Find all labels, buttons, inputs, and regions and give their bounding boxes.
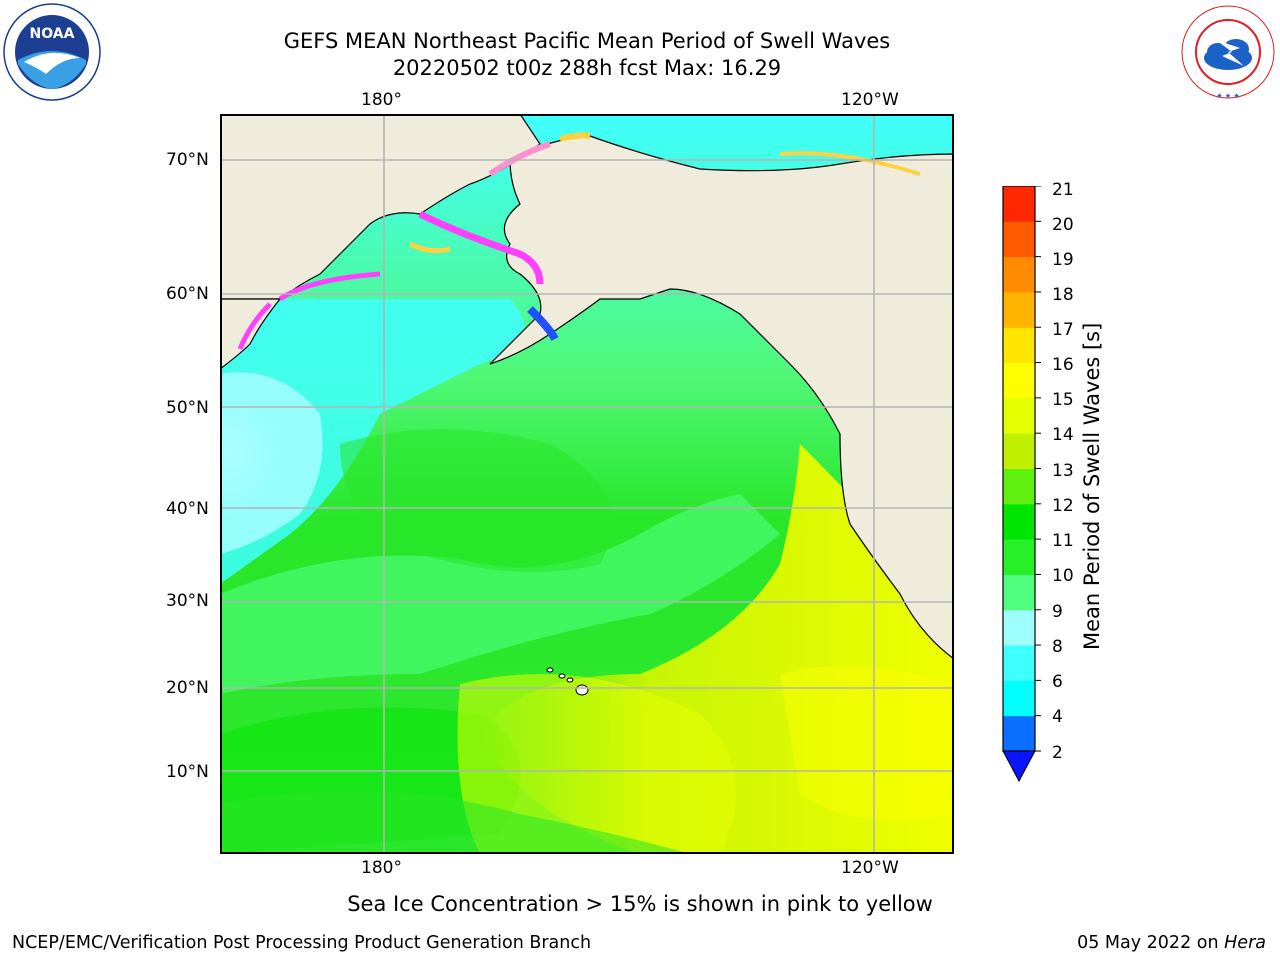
colorbar-segment [1003, 715, 1035, 752]
colorbar-segment [1003, 327, 1035, 364]
chart-title: GEFS MEAN Northeast Pacific Mean Period … [283, 29, 891, 53]
footer-date: 05 May 2022 on Hera [1077, 932, 1266, 954]
lat-label-50n: 50°N [166, 398, 209, 418]
sea-ice-bering [418, 210, 544, 285]
colorbar-label: Mean Period of Swell Waves [s] [1080, 322, 1104, 650]
colorbar-tick: 18 [1052, 285, 1074, 305]
footer-machine: Hera [1224, 933, 1266, 953]
footer-credit: NCEP/EMC/Verification Post Processing Pr… [12, 933, 592, 953]
colorbar-tick: 4 [1052, 707, 1063, 727]
land-north-america [489, 135, 955, 661]
colorbar-segment [1003, 362, 1035, 399]
colorbar-segment [1003, 256, 1035, 293]
colorbar-tick: 10 [1052, 566, 1074, 586]
colorbar-tick: 17 [1052, 320, 1074, 340]
colorbar-segment [1003, 221, 1035, 258]
colorbar-tick: 6 [1052, 672, 1063, 692]
chart-subtitle: 20220502 t00z 288h fcst Max: 16.29 [392, 56, 782, 80]
colorbar-segment [1003, 680, 1035, 717]
colorbar-segment [1003, 539, 1035, 575]
colorbar-tick: 13 [1052, 461, 1074, 481]
colorbar-segment [1003, 574, 1035, 611]
colorbar-tick: 12 [1052, 496, 1074, 516]
noaa-logo-text: NOAA [30, 26, 75, 42]
sea-ice-arctic [488, 141, 551, 177]
colorbar [1000, 185, 1060, 786]
map-panel [219, 113, 955, 854]
colorbar-segment [1003, 645, 1035, 681]
lon-label-top-120w: 120°W [841, 90, 899, 110]
svg-text:★ ★ ★: ★ ★ ★ [1216, 92, 1239, 100]
colorbar-tick: 15 [1052, 390, 1074, 410]
colorbar-segment [1003, 468, 1035, 505]
colorbar-segment [1003, 186, 1035, 222]
colorbar-tick: 16 [1052, 355, 1074, 375]
noaa-logo: NOAA [2, 2, 102, 102]
colorbar-segment [1003, 433, 1035, 469]
colorbar-extend-triangle [1002, 750, 1036, 783]
map-frame [220, 114, 954, 854]
colorbar-tick: 19 [1052, 250, 1074, 270]
lat-label-60n: 60°N [166, 284, 209, 304]
colorbar-tick: 14 [1052, 425, 1074, 445]
swell-period-map [219, 113, 955, 854]
lat-label-40n: 40°N [166, 499, 209, 519]
colorbar-segment [1003, 397, 1035, 434]
colorbar-segment [1003, 503, 1035, 540]
colorbar-ticks: 21 20 19 18 17 16 15 14 13 12 11 10 9 8 … [1052, 0, 1112, 960]
colorbar-segment [1003, 609, 1035, 646]
colorbar-tick: 11 [1052, 531, 1074, 551]
lon-label-bottom-120w: 120°W [841, 858, 899, 878]
colorbar-tick: 8 [1052, 637, 1063, 657]
lon-label-bottom-180: 180° [361, 858, 402, 878]
colorbar-tick: 2 [1052, 743, 1063, 763]
nws-logo: ★ ★ ★ [1178, 2, 1278, 102]
lat-label-70n: 70°N [166, 150, 209, 170]
sea-ice-note: Sea Ice Concentration > 15% is shown in … [347, 892, 933, 916]
lat-label-10n: 10°N [166, 762, 209, 782]
lat-label-30n: 30°N [166, 591, 209, 611]
colorbar-tick: 9 [1052, 602, 1063, 622]
colorbar-segment [1003, 291, 1035, 328]
lon-label-top-180: 180° [361, 90, 402, 110]
colorbar-svg [1002, 185, 1041, 783]
graticule [220, 114, 954, 854]
colorbar-tick: 21 [1052, 180, 1074, 200]
footer-date-text: 05 May 2022 on [1077, 933, 1225, 953]
colorbar-tick: 20 [1052, 215, 1074, 235]
lat-label-20n: 20°N [166, 678, 209, 698]
